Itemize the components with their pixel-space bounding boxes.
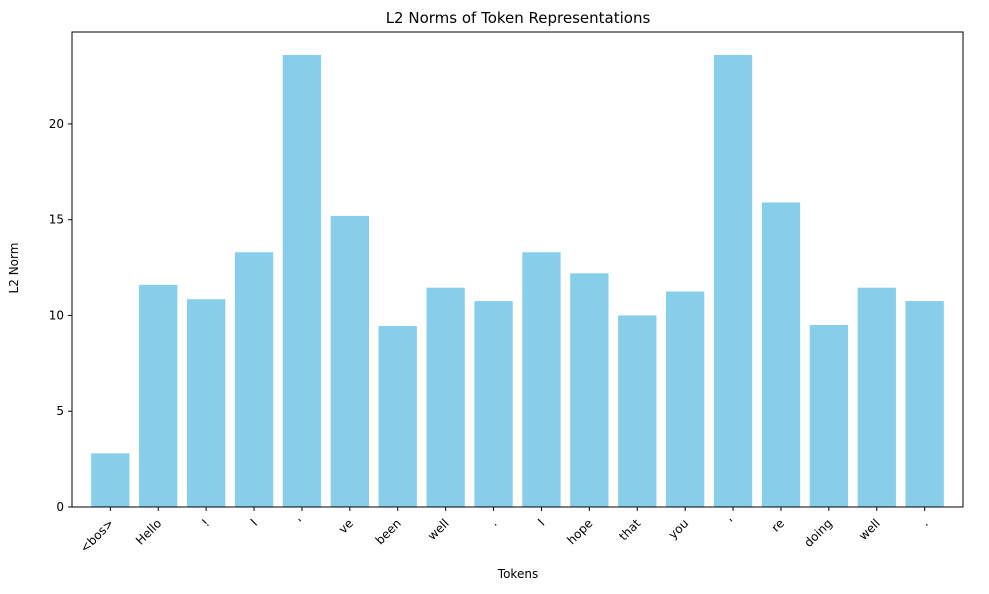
x-tick-label: re	[769, 516, 787, 534]
bar	[522, 252, 561, 507]
y-tick-label: 20	[49, 117, 64, 131]
bar	[666, 291, 705, 507]
x-tick-label: that	[616, 516, 643, 543]
bar	[761, 202, 801, 507]
bar	[857, 287, 896, 507]
bar	[282, 54, 322, 507]
x-tick-label: well	[425, 516, 452, 543]
chart-title: L2 Norms of Token Representations	[386, 9, 651, 27]
bar	[905, 301, 944, 507]
x-axis-label: Tokens	[497, 567, 538, 581]
bar	[618, 315, 657, 507]
x-tick-label: well	[856, 516, 883, 543]
bar	[234, 252, 274, 507]
bars-group	[91, 54, 944, 507]
bar	[139, 284, 178, 507]
x-tick-label: hope	[564, 516, 595, 547]
bar	[186, 299, 226, 507]
x-tick-label: <bos>	[77, 516, 116, 555]
y-axis-label: L2 Norm	[7, 243, 21, 294]
bar	[378, 326, 417, 507]
x-tick-label: you	[666, 516, 692, 542]
x-tick-label: Hello	[133, 516, 164, 547]
bar	[809, 325, 849, 507]
y-tick-label: 10	[49, 308, 64, 322]
x-tick-label: I	[248, 516, 260, 528]
x-tick-label: '	[727, 516, 739, 528]
plot-frame	[71, 31, 964, 508]
x-tick-label: been	[373, 516, 404, 547]
x-tick-label: .	[918, 516, 931, 529]
x-tick-label: '	[296, 516, 308, 528]
x-tick-label: .	[487, 516, 500, 529]
bar	[570, 273, 609, 507]
x-tick-label: ve	[336, 516, 356, 536]
axes-group	[71, 31, 964, 508]
bar	[713, 54, 753, 507]
bar	[330, 215, 369, 507]
y-ticks-group: 0 5 10 15 20	[49, 117, 72, 514]
y-tick-label: 15	[49, 213, 64, 227]
x-tick-label: I	[535, 516, 547, 528]
x-tick-label: !	[199, 516, 212, 529]
bar	[474, 301, 513, 507]
y-tick-label: 0	[56, 500, 64, 514]
bar	[426, 287, 465, 507]
bar	[91, 453, 130, 507]
y-tick-label: 5	[56, 404, 64, 418]
x-tick-label: doing	[801, 516, 835, 550]
